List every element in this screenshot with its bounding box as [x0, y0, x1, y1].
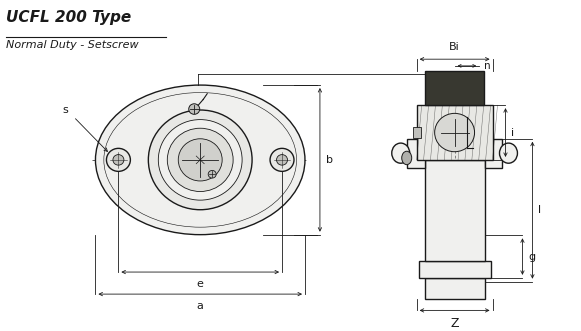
- Ellipse shape: [95, 85, 305, 235]
- Bar: [485, 139, 503, 167]
- Bar: [407, 139, 425, 167]
- Circle shape: [435, 113, 475, 152]
- Text: l: l: [539, 205, 541, 215]
- Circle shape: [167, 128, 233, 192]
- Circle shape: [189, 104, 200, 114]
- Circle shape: [178, 139, 222, 181]
- Text: n: n: [484, 61, 491, 71]
- Text: Normal Duty - Setscrew: Normal Duty - Setscrew: [6, 40, 139, 50]
- Circle shape: [277, 155, 288, 165]
- Bar: [417, 105, 493, 160]
- Text: e: e: [197, 279, 204, 289]
- Text: i: i: [511, 127, 515, 138]
- Text: a: a: [197, 301, 204, 311]
- Circle shape: [208, 170, 216, 178]
- Circle shape: [106, 148, 130, 171]
- Circle shape: [158, 119, 242, 200]
- Bar: [425, 160, 485, 260]
- Text: g: g: [529, 252, 536, 261]
- Text: Z: Z: [450, 317, 459, 330]
- Circle shape: [113, 155, 124, 165]
- Bar: [425, 71, 484, 105]
- Text: b: b: [326, 155, 333, 165]
- Text: s: s: [63, 105, 69, 115]
- Circle shape: [270, 148, 294, 171]
- Ellipse shape: [392, 143, 410, 163]
- Text: UCFL 200 Type: UCFL 200 Type: [6, 10, 132, 25]
- Ellipse shape: [500, 143, 518, 163]
- Circle shape: [148, 110, 252, 210]
- Ellipse shape: [401, 151, 412, 165]
- Text: Bi: Bi: [449, 42, 460, 53]
- Bar: [425, 278, 485, 299]
- Bar: [419, 260, 490, 278]
- Bar: [413, 127, 421, 138]
